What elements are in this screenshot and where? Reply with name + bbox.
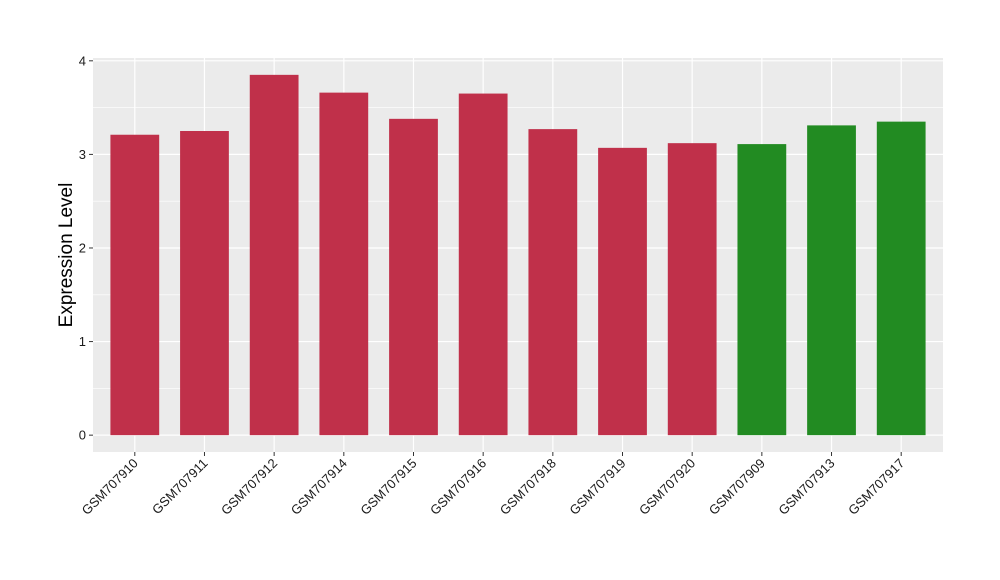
plot-panel <box>93 58 943 452</box>
bar-GSM707918 <box>528 129 578 436</box>
bar-GSM707914 <box>319 92 369 436</box>
y-tick-label: 2 <box>79 240 86 255</box>
bar-GSM707913 <box>807 125 856 436</box>
x-tick-label: GSM707915 <box>357 456 419 518</box>
bar-GSM707920 <box>667 143 717 436</box>
y-tick-label: 3 <box>79 147 86 162</box>
y-tick-label: 0 <box>79 428 86 443</box>
bar-GSM707915 <box>389 118 438 436</box>
y-tick-label: 4 <box>79 53 86 68</box>
x-tick-label: GSM707914 <box>288 456 350 518</box>
bar-GSM707909 <box>737 144 787 436</box>
x-tick-label: GSM707916 <box>427 456 489 518</box>
grid-minor-lines <box>93 107 943 389</box>
y-axis: 0 1 2 3 4 <box>79 53 93 443</box>
x-tick-label: GSM707913 <box>775 456 837 518</box>
bar-GSM707912 <box>249 74 299 436</box>
x-tick-label: GSM707919 <box>566 456 628 518</box>
x-tick-label: GSM707918 <box>497 456 559 518</box>
bar-GSM707910 <box>110 134 160 436</box>
y-tick-label: 1 <box>79 334 86 349</box>
bar-GSM707917 <box>876 121 926 436</box>
y-axis-title: Expression Level <box>56 183 77 328</box>
bar-GSM707911 <box>180 130 229 436</box>
x-tick-label: GSM707911 <box>149 456 211 518</box>
x-tick-label: GSM707910 <box>79 456 141 518</box>
bar-GSM707916 <box>458 93 508 436</box>
bar-GSM707919 <box>598 147 647 436</box>
x-tick-label: GSM707909 <box>706 456 768 518</box>
x-tick-label: GSM707917 <box>845 456 907 518</box>
x-axis: GSM707910 GSM707911 GSM707912 GSM707914 GSM7… <box>79 452 907 518</box>
bars-group <box>110 74 926 436</box>
x-tick-label: GSM707912 <box>218 456 280 518</box>
x-tick-label: GSM707920 <box>636 456 698 518</box>
